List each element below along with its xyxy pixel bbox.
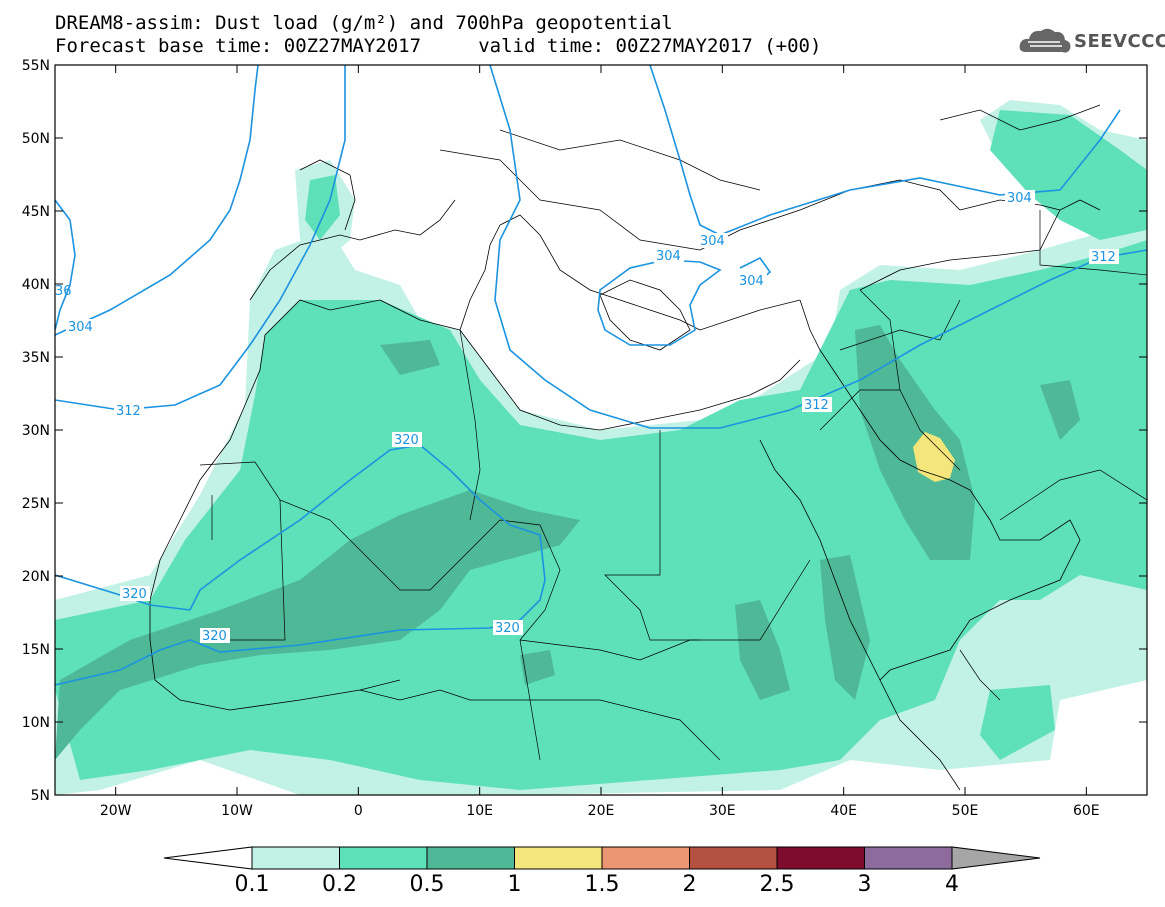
contour-label-304: 304 [700, 234, 725, 249]
geopotential-contours [55, 65, 1147, 686]
lon-label: 30E [709, 803, 736, 819]
contour-label-304: 304 [656, 249, 681, 264]
contour-304-west [55, 199, 76, 331]
contour-label-304: 304 [739, 274, 764, 289]
lon-label: 60E [1073, 803, 1100, 819]
contour-label-320: 320 [202, 629, 227, 644]
country-borders [199, 129, 1147, 761]
colorbar-tick-label: 0.5 [410, 872, 445, 897]
dust-shade-high [913, 432, 955, 482]
colorbar-box [864, 846, 953, 870]
contour-304-aegean [597, 259, 722, 346]
colorbar-tick-label: 1 [508, 872, 522, 897]
colorbar-box [776, 846, 865, 870]
colorbar-box [339, 846, 428, 870]
colorbar-over-arrow [951, 846, 1041, 870]
contour-labels: 304 304 304 304 304 312 312 312 320 320 … [55, 190, 1119, 644]
lat-label: 10N [22, 715, 50, 731]
contour-304-main [55, 65, 259, 336]
contour-label-312: 312 [116, 404, 141, 419]
cloud-icon [1019, 28, 1071, 53]
longitude-labels: 20W 10W 0 10E 20E 30E 40E 50E 60E [100, 803, 1100, 819]
dust-shade-dark [55, 325, 1080, 760]
colorbar-box [514, 846, 603, 870]
latitude-labels: 55N 50N 45N 40N 35N 30N 25N 20N 15N 10N 5N [22, 58, 50, 804]
coastlines [149, 104, 1101, 791]
map-title: DREAM8-assim: Dust load (g/m²) and 700hP… [55, 12, 673, 34]
contour-312-west [55, 65, 346, 411]
lat-label: 5N [31, 788, 50, 804]
lat-label: 45N [22, 204, 50, 220]
colorbar-box [251, 846, 340, 870]
contour-320-main [55, 444, 546, 686]
lat-label: 50N [22, 131, 50, 147]
contour-304-balkans [649, 65, 1121, 236]
colorbar-tick-label: 2 [683, 872, 697, 897]
colorbar-tick-label: 0.2 [322, 872, 357, 897]
axis-ticks [55, 64, 1147, 796]
colorbar-box [426, 846, 515, 870]
colorbar-under-arrow [163, 846, 253, 870]
colorbar: 0.1 0.2 0.5 1 1.5 2 2.5 3 4 [163, 846, 1041, 897]
colorbar-tick-label: 1.5 [585, 872, 620, 897]
contour-label-304: 304 [68, 320, 93, 335]
lon-label: 40E [830, 803, 857, 819]
lon-label: 50E [952, 803, 979, 819]
lon-label: 10W [221, 803, 253, 819]
contour-312-mediterranean [489, 65, 1147, 429]
colorbar-box [689, 846, 778, 870]
lat-label: 30N [22, 423, 50, 439]
lat-label: 20N [22, 569, 50, 585]
contour-label-320: 320 [122, 587, 147, 602]
lat-label: 35N [22, 350, 50, 366]
contour-label-320: 320 [495, 621, 520, 636]
lon-label: 0 [354, 803, 363, 819]
lat-label: 55N [22, 58, 50, 74]
lon-label: 20W [100, 803, 132, 819]
map-subtitle: Forecast base time: 00Z27MAY2017 valid t… [55, 35, 822, 57]
lat-label: 15N [22, 642, 50, 658]
colorbar-tick-label: 0.1 [235, 872, 270, 897]
colorbar-ticks: 0.1 0.2 0.5 1 1.5 2 2.5 3 4 [235, 872, 960, 897]
contour-label-312: 312 [1091, 250, 1116, 265]
seevccc-logo: SEEVCCC [1018, 24, 1165, 58]
colorbar-box [601, 846, 690, 870]
lat-label: 25N [22, 496, 50, 512]
lat-label: 40N [22, 277, 50, 293]
contour-label-312: 312 [804, 398, 829, 413]
colorbar-tick-label: 2.5 [760, 872, 795, 897]
colorbar-boxes [163, 846, 1041, 870]
contour-label-320: 320 [394, 433, 419, 448]
contour-label-partial: 36 [55, 284, 72, 299]
lon-label: 20E [588, 803, 615, 819]
logo-text: SEEVCCC [1074, 31, 1165, 52]
colorbar-tick-label: 3 [858, 872, 872, 897]
colorbar-tick-label: 4 [945, 872, 959, 897]
contour-label-304: 304 [1007, 191, 1032, 206]
lon-label: 10E [466, 803, 493, 819]
